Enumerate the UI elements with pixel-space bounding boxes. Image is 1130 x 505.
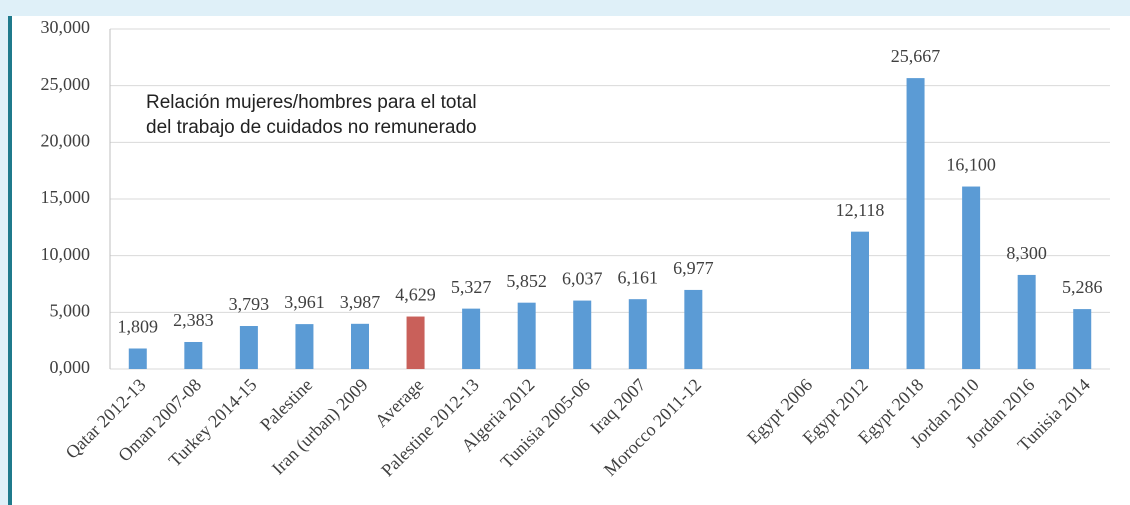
value-label: 3,987 xyxy=(340,292,381,312)
value-label: 3,961 xyxy=(284,292,325,312)
value-label: 2,383 xyxy=(173,310,214,330)
bar xyxy=(351,323,369,369)
y-tick-label: 30,000 xyxy=(41,17,91,37)
bar xyxy=(962,186,981,369)
value-label: 25,667 xyxy=(891,46,941,66)
bar xyxy=(1073,309,1092,369)
value-label: 8,300 xyxy=(1006,243,1047,263)
value-label: 6,977 xyxy=(673,258,714,278)
bar xyxy=(517,302,536,369)
panel-border xyxy=(8,16,12,505)
bar xyxy=(628,299,647,369)
y-tick-label: 5,000 xyxy=(50,300,91,320)
value-label: 6,161 xyxy=(618,267,659,287)
value-label: 5,852 xyxy=(506,271,547,291)
bar xyxy=(239,326,258,369)
value-label: 16,100 xyxy=(946,155,996,175)
value-label: 1,809 xyxy=(118,317,159,337)
value-label: 4,629 xyxy=(395,285,436,305)
annotation: del trabajo de cuidados no remunerado xyxy=(146,117,477,138)
value-label: 5,327 xyxy=(451,277,492,297)
panel xyxy=(8,16,1130,505)
bar xyxy=(573,300,592,369)
y-tick-label: 20,000 xyxy=(41,130,91,150)
bar xyxy=(851,231,869,369)
y-tick-label: 10,000 xyxy=(41,244,91,264)
bar xyxy=(128,348,147,369)
bar xyxy=(462,308,481,369)
y-tick-label: 15,000 xyxy=(41,187,91,207)
bar xyxy=(406,316,425,369)
bar xyxy=(184,341,203,369)
value-label: 12,118 xyxy=(836,200,885,220)
value-label: 5,286 xyxy=(1062,277,1103,297)
value-label: 3,793 xyxy=(229,294,270,314)
bar xyxy=(295,324,314,369)
annotation: Relación mujeres/hombres para el total xyxy=(146,92,477,113)
value-label: 6,037 xyxy=(562,269,603,289)
bar xyxy=(906,78,925,369)
y-tick-label: 0,000 xyxy=(50,357,91,377)
y-tick-label: 25,000 xyxy=(41,74,91,94)
bar xyxy=(1017,274,1036,369)
bar xyxy=(684,289,703,369)
